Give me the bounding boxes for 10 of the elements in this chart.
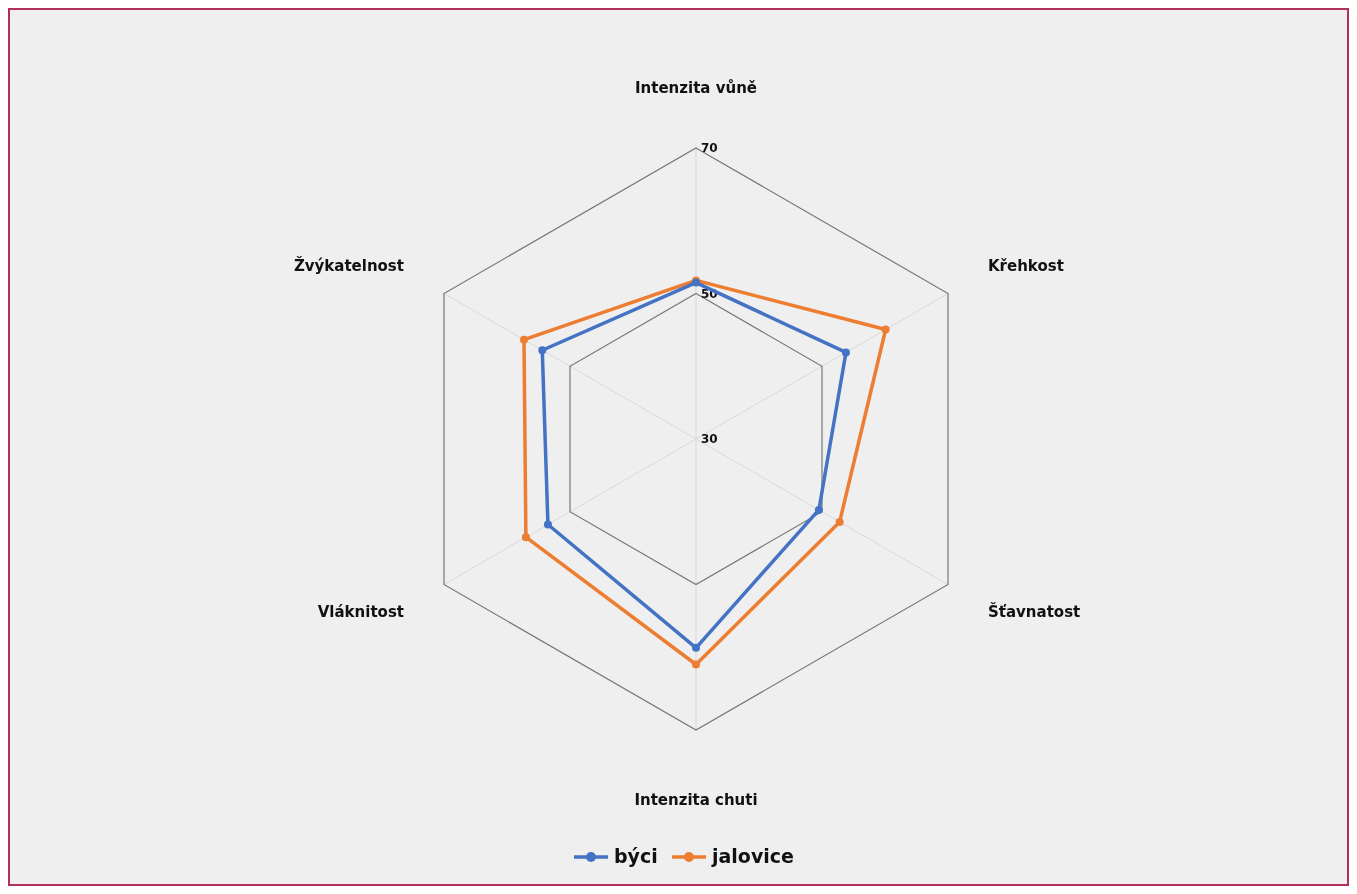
spoke-label: Vláknitost — [317, 602, 404, 621]
legend-label: býci — [614, 845, 658, 867]
spoke-label: Šťavnatost — [988, 601, 1081, 621]
spoke-label: Křehkost — [988, 257, 1064, 276]
y-tick-label: 30 — [701, 432, 718, 446]
spoke-label: Intenzita vůně — [635, 79, 757, 97]
spoke-label: Žvýkatelnost — [293, 256, 404, 276]
spoke-label: Intenzita chuti — [634, 791, 758, 809]
legend-label: jalovice — [711, 845, 794, 867]
y-tick-label: 70 — [701, 141, 718, 155]
